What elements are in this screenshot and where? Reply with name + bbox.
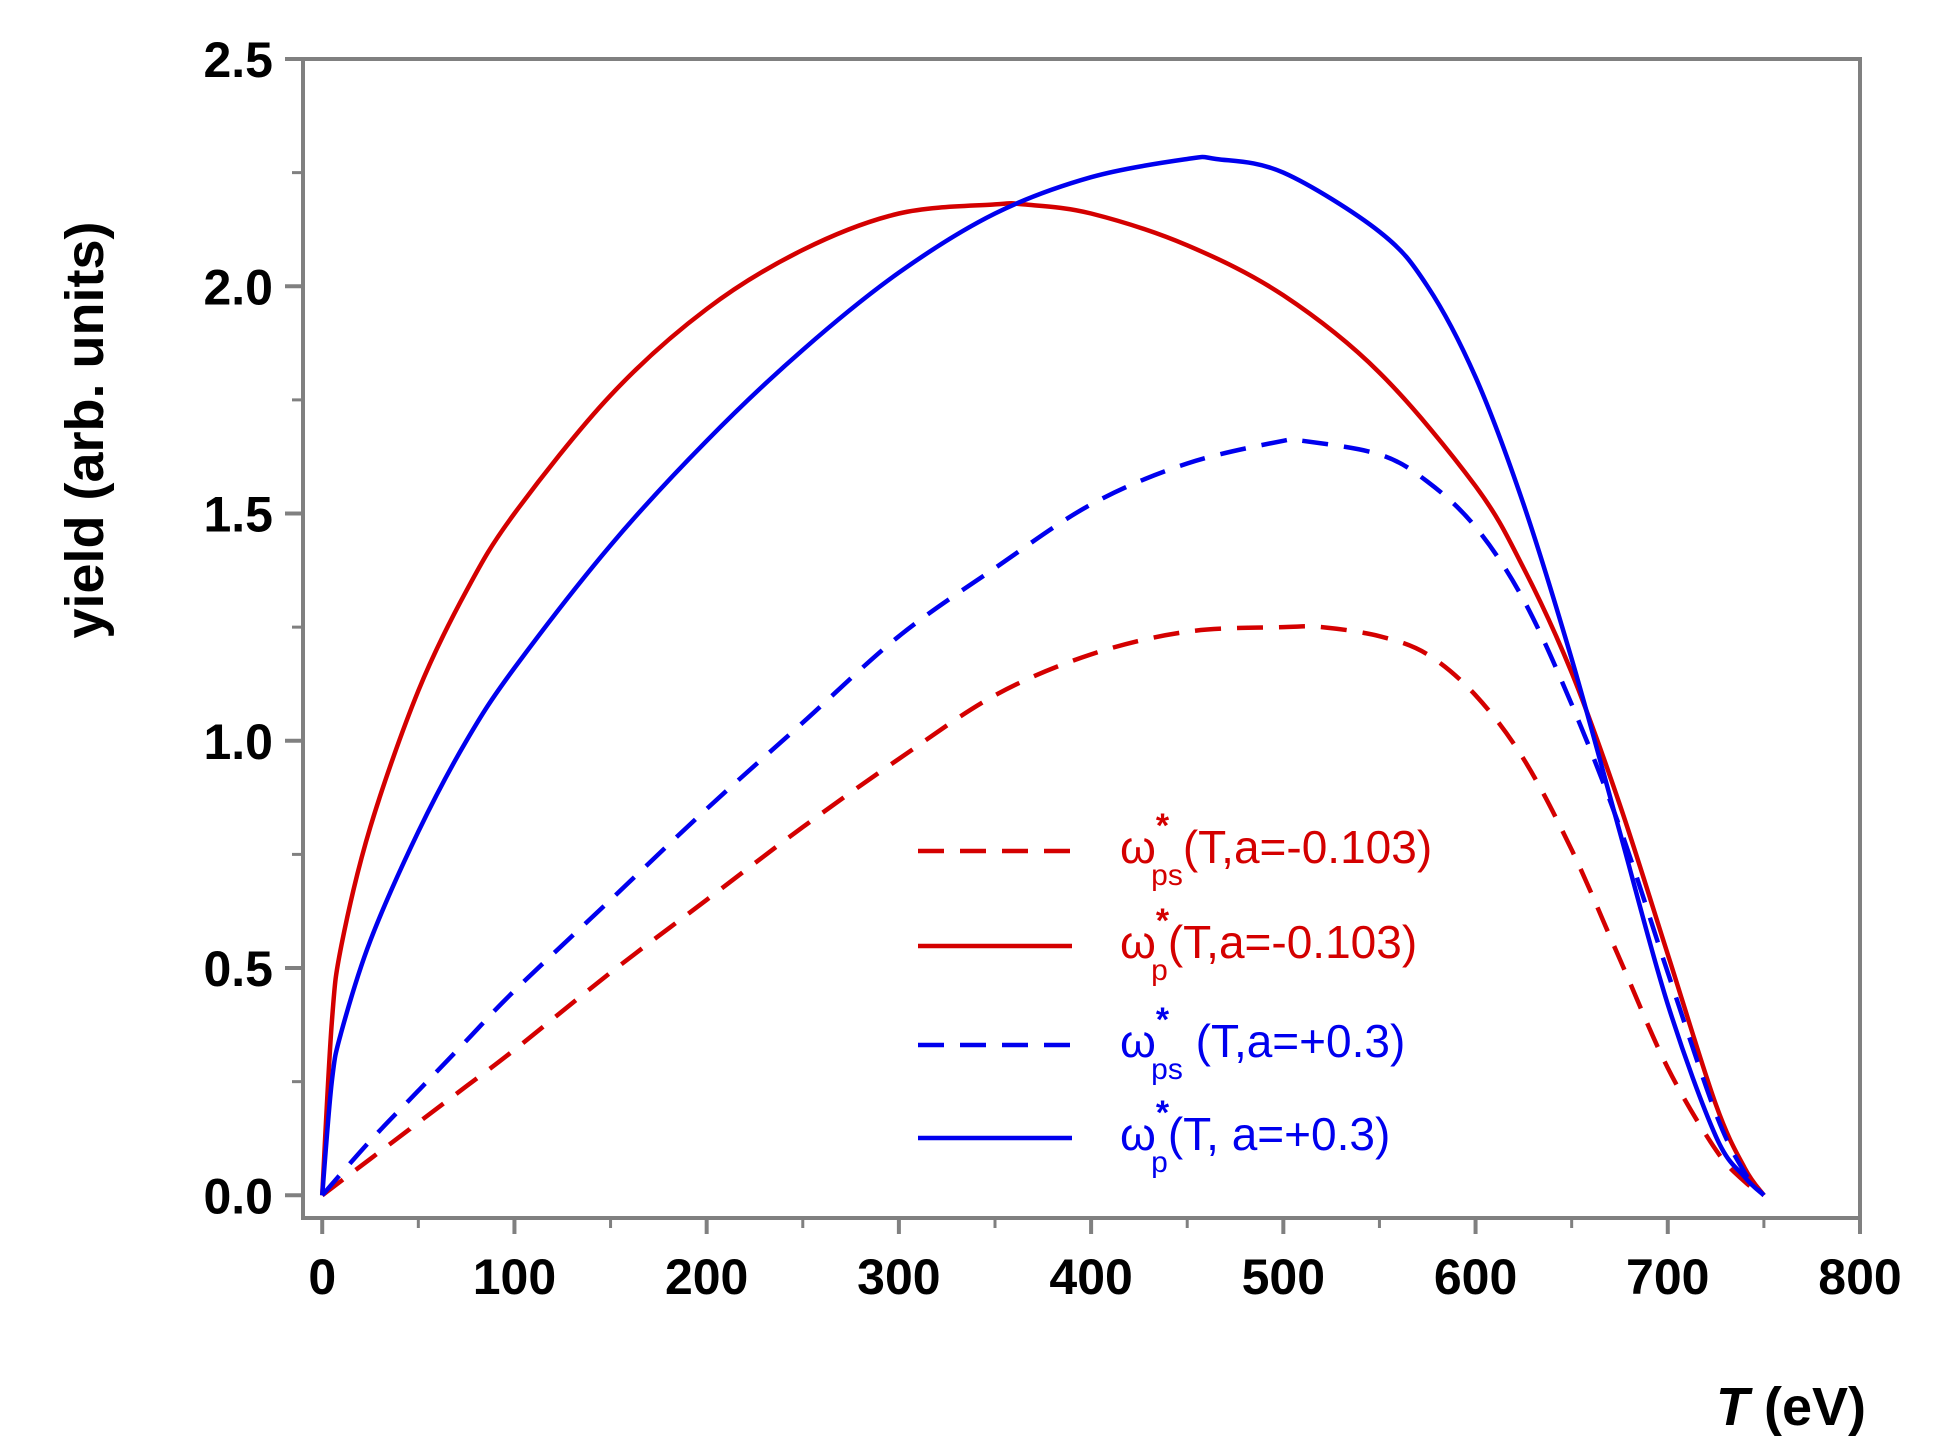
x-axis: 0 100 200 300 400 500 600 700 800 (308, 1218, 1902, 1305)
y-tick-label: 0.5 (203, 941, 273, 997)
plot-border (301, 57, 1862, 1220)
y-tick-label: 1.0 (203, 714, 273, 770)
x-tick-label: 300 (857, 1249, 940, 1305)
y-axis: 0.0 0.5 1.0 1.5 2.0 2.5 (203, 32, 303, 1224)
x-tick-label: 400 (1049, 1249, 1132, 1305)
legend-label: ω* p(T, a=+0.3) (1120, 1094, 1390, 1179)
legend-label: ω* ps(T,a=-0.103) (1120, 807, 1432, 892)
y-tick-label: 1.5 (203, 487, 273, 543)
x-axis-title-unit: (eV) (1749, 1377, 1866, 1437)
x-tick-label: 800 (1818, 1249, 1901, 1305)
x-tick-label: 200 (665, 1249, 748, 1305)
legend-label: ω* ps (T,a=+0.3) (1120, 1001, 1405, 1086)
x-axis-title-variable: T (1716, 1377, 1753, 1437)
series-omega-ps-a-neg (320, 624, 1766, 1198)
x-axis-title: T (eV) (1716, 1377, 1866, 1437)
plot-frame (301, 57, 1862, 1220)
x-tick-label: 0 (308, 1249, 336, 1305)
series-layer (319, 154, 1766, 1198)
legend: ω* ps(T,a=-0.103) ω* p(T,a=-0.103) ω* ps (T,a… (918, 807, 1432, 1179)
y-tick-label: 0.0 (203, 1168, 273, 1224)
series-omega-ps-a-pos (320, 436, 1766, 1197)
y-tick-label: 2.0 (203, 259, 273, 315)
legend-label: ω* p(T,a=-0.103) (1120, 902, 1417, 987)
y-axis-title: yield (arb. units) (55, 221, 115, 638)
series-omega-p-a-pos (319, 154, 1766, 1197)
x-tick-label: 500 (1242, 1249, 1325, 1305)
x-tick-label: 600 (1434, 1249, 1517, 1305)
series-omega-p-a-neg (319, 201, 1766, 1197)
x-tick-label: 700 (1626, 1249, 1709, 1305)
x-tick-label: 100 (473, 1249, 556, 1305)
y-tick-label: 2.5 (203, 32, 273, 88)
